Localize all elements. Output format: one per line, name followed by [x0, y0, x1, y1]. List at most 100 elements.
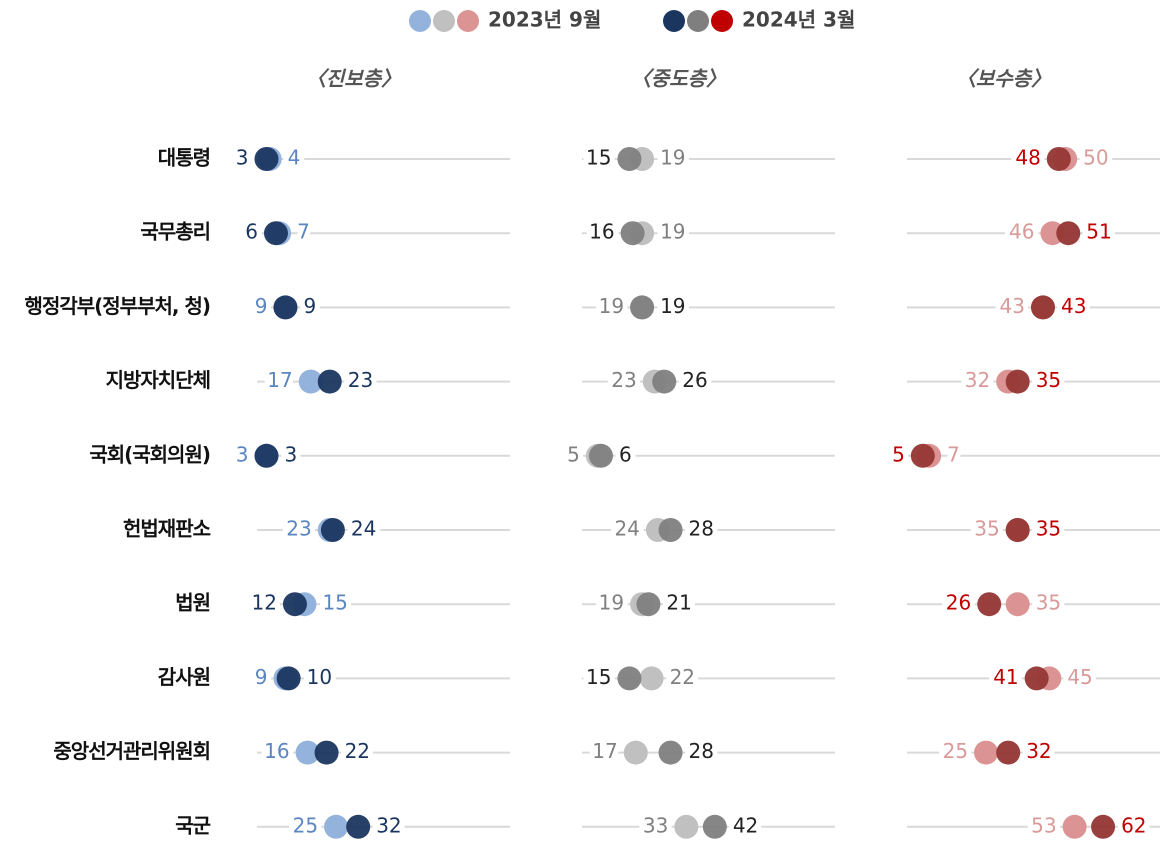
value-label: 19: [599, 591, 624, 615]
value-label: 4: [288, 146, 301, 170]
value-label: 23: [348, 368, 373, 392]
value-label: 15: [586, 665, 611, 689]
value-label: 3: [236, 146, 249, 170]
value-label: 7: [297, 220, 310, 244]
dot-2024: [652, 369, 677, 394]
dot-2024: [263, 221, 288, 246]
value-label: 35: [1036, 517, 1061, 541]
value-label: 9: [255, 294, 268, 318]
value-label: 41: [993, 665, 1018, 689]
value-label: 19: [660, 146, 685, 170]
dot-2023: [1062, 814, 1087, 839]
dot-2024: [1030, 295, 1055, 320]
value-label: 19: [660, 220, 685, 244]
dot-2024: [346, 814, 371, 839]
dot-2023: [324, 814, 349, 839]
dot-2024: [617, 666, 642, 691]
value-label: 26: [946, 591, 971, 615]
panel-title: 〈진보층〉: [306, 67, 401, 91]
dot-2024: [617, 147, 642, 171]
dot-2023: [623, 740, 648, 765]
value-label: 46: [1009, 220, 1034, 244]
value-label: 9: [255, 665, 268, 689]
value-label: 15: [322, 591, 347, 615]
dot-2024: [276, 666, 301, 691]
value-label: 9: [303, 294, 316, 318]
category-label: 법원: [175, 591, 210, 615]
value-label: 50: [1083, 146, 1108, 170]
dot-2024: [1024, 666, 1049, 691]
dot-2024: [1091, 814, 1116, 839]
value-label: 22: [670, 665, 695, 689]
dot-2024: [702, 814, 727, 839]
value-label: 16: [589, 220, 614, 244]
value-label: 17: [267, 368, 292, 392]
dot-2024: [320, 518, 345, 542]
value-label: 35: [1036, 368, 1061, 392]
category-label: 헌법재판소: [123, 517, 211, 541]
dot-2024: [588, 443, 613, 468]
dot-2024: [1005, 369, 1030, 394]
legend-swatch: [663, 10, 685, 32]
dot-2024: [282, 592, 307, 617]
value-label: 35: [1036, 591, 1061, 615]
value-label: 35: [974, 517, 999, 541]
dot-2023: [639, 666, 664, 691]
value-label: 24: [351, 517, 376, 541]
value-label: 6: [619, 442, 632, 466]
value-label: 28: [689, 517, 714, 541]
value-label: 25: [943, 739, 968, 763]
category-label: 국무총리: [140, 220, 210, 244]
value-label: 3: [284, 442, 297, 466]
dot-2024: [636, 592, 661, 617]
value-label: 32: [965, 368, 990, 392]
category-label: 감사원: [158, 665, 210, 689]
legend-swatch: [711, 10, 733, 32]
category-label: 대통령: [158, 146, 210, 170]
value-label: 32: [1026, 739, 1051, 763]
dot-2024: [1005, 518, 1030, 542]
panel-title: 〈보수층〉: [956, 67, 1051, 91]
value-label: 42: [733, 813, 758, 837]
dot-2024: [910, 443, 935, 468]
value-label: 19: [599, 294, 624, 318]
value-label: 51: [1086, 220, 1111, 244]
legend-label: 2023년 9월: [488, 8, 601, 32]
dot-2023: [295, 740, 320, 765]
value-label: 32: [376, 813, 401, 837]
value-label: 3: [236, 442, 249, 466]
dot-2024: [254, 147, 279, 171]
dot-2023: [1005, 592, 1030, 617]
value-label: 5: [567, 442, 580, 466]
value-label: 7: [947, 442, 960, 466]
value-label: 62: [1121, 813, 1146, 837]
value-label: 10: [307, 665, 332, 689]
value-label: 25: [293, 813, 318, 837]
value-label: 22: [345, 739, 370, 763]
value-label: 21: [666, 591, 691, 615]
panel-title: 〈중도층〉: [631, 67, 726, 91]
dot-2024: [658, 518, 683, 542]
value-label: 43: [1000, 294, 1025, 318]
dot-2024: [996, 740, 1021, 765]
dot-2024: [620, 221, 645, 246]
value-label: 24: [614, 517, 639, 541]
value-label: 23: [286, 517, 311, 541]
category-label: 국회(국회의원): [89, 442, 210, 466]
legend-swatch: [409, 10, 431, 32]
legend-swatch: [457, 10, 479, 32]
value-label: 5: [892, 442, 905, 466]
category-label: 중앙선거관리위원회: [53, 739, 210, 763]
dot-2024: [658, 740, 683, 765]
value-label: 33: [643, 813, 668, 837]
legend-swatch: [433, 10, 455, 32]
value-label: 48: [1015, 146, 1040, 170]
value-label: 43: [1061, 294, 1086, 318]
dot-2024: [317, 369, 342, 394]
dot-2023: [974, 740, 999, 765]
value-label: 12: [251, 591, 276, 615]
category-label: 행정각부(정부부처, 청): [25, 294, 210, 318]
value-label: 16: [264, 739, 289, 763]
value-label: 45: [1067, 665, 1092, 689]
category-label: 지방자치단체: [106, 368, 210, 392]
